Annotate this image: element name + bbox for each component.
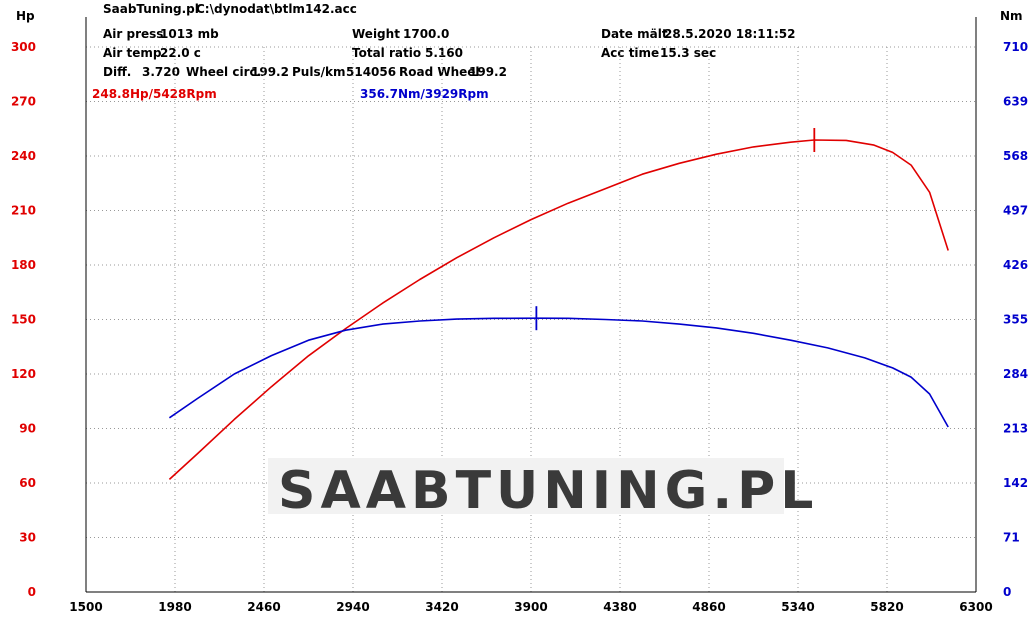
power-curve (168, 139, 949, 480)
y-right-tick-label: 568 (1003, 149, 1028, 163)
x-tick-label: 1500 (69, 600, 102, 614)
x-tick-label: 5340 (781, 600, 814, 614)
y-left-tick-label: 150 (11, 313, 36, 327)
y-right-tick-label: 71 (1003, 531, 1020, 545)
acc-time-value: 15.3 sec (660, 46, 716, 60)
total-ratio-value: 5.160 (425, 46, 463, 60)
date-value: 28.5.2020 18:11:52 (664, 27, 795, 41)
y-right-tick-label: 0 (1003, 585, 1011, 599)
y-left-tick-label: 60 (19, 476, 36, 490)
y-left-tick-label: 240 (11, 149, 36, 163)
y-left-tick-label: 120 (11, 367, 36, 381)
x-tick-label: 2460 (247, 600, 280, 614)
acc-time-label: Acc time (601, 46, 659, 60)
y-left-unit: Hp (16, 9, 35, 23)
wheel-circ-value: 199.2 (251, 65, 289, 79)
x-tick-label: 3420 (425, 600, 458, 614)
y-right-tick-label: 355 (1003, 313, 1028, 327)
total-ratio-label: Total ratio (352, 46, 421, 60)
puls-label: Puls/km (292, 65, 345, 79)
watermark-text: SAABTUNING.PL (278, 461, 818, 521)
y-right-tick-label: 710 (1003, 40, 1028, 54)
y-right-tick-label: 639 (1003, 95, 1028, 109)
x-tick-label: 1980 (158, 600, 191, 614)
power-peak-annotation: 248.8Hp/5428Rpm (92, 87, 217, 101)
puls-value: 514056 (346, 65, 396, 79)
x-tick-label: 4380 (603, 600, 636, 614)
weight-label: Weight (352, 27, 400, 41)
tick-labels: 0 30 60 90 120 150 180 210 240 270 300 0 71 142 213 284… (11, 40, 1028, 614)
diff-value: 3.720 (142, 65, 180, 79)
y-right-unit: Nm (1000, 9, 1023, 23)
air-press-value: 1013 mb (160, 27, 219, 41)
air-temp-value: 22.0 c (160, 46, 201, 60)
x-tick-label: 6300 (959, 600, 992, 614)
air-press-label: Air press (103, 27, 163, 41)
y-right-tick-label: 213 (1003, 422, 1028, 436)
file-path: C:\dynodat\btlm142.acc (196, 2, 357, 16)
weight-value: 1700.0 (403, 27, 449, 41)
torque-curve (168, 317, 949, 428)
date-label: Date mält (601, 27, 668, 41)
x-tick-label: 2940 (336, 600, 369, 614)
brand-title: SaabTuning.pl (103, 2, 199, 16)
wheel-circ-label: Wheel circ. (186, 65, 261, 79)
x-tick-label: 5820 (870, 600, 903, 614)
y-left-tick-label: 0 (28, 585, 36, 599)
road-wheel-label: Road Wheel (399, 65, 480, 79)
diff-label: Diff. (103, 65, 131, 79)
y-left-tick-label: 300 (11, 40, 36, 54)
torque-peak-annotation: 356.7Nm/3929Rpm (360, 87, 489, 101)
y-right-tick-label: 426 (1003, 258, 1028, 272)
road-wheel-value: 199.2 (469, 65, 507, 79)
y-right-tick-label: 284 (1003, 367, 1028, 381)
x-tick-label: 4860 (692, 600, 725, 614)
y-left-tick-label: 180 (11, 258, 36, 272)
air-temp-label: Air temp (103, 46, 162, 60)
y-left-tick-label: 270 (11, 95, 36, 109)
watermark-logo: SAABTUNING.PL (268, 458, 818, 521)
y-right-tick-label: 142 (1003, 476, 1028, 490)
y-left-tick-label: 30 (19, 531, 36, 545)
series-layer (168, 128, 949, 480)
y-left-tick-label: 90 (19, 422, 36, 436)
x-tick-label: 3900 (514, 600, 547, 614)
y-left-tick-label: 210 (11, 204, 36, 218)
y-right-tick-label: 497 (1003, 204, 1028, 218)
axes (85, 17, 977, 593)
